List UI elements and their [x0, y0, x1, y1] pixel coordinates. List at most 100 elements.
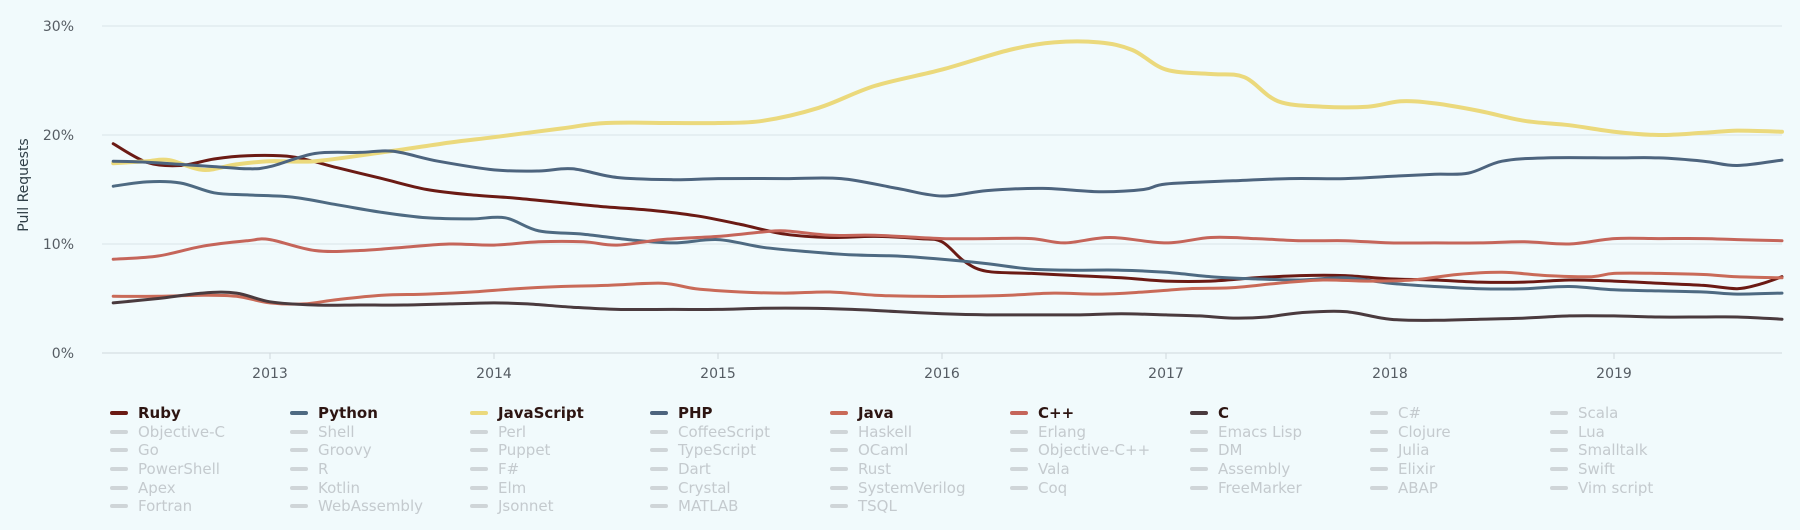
- x-tick-label: 2015: [700, 366, 736, 382]
- series-line-c-[interactable]: [111, 229, 1784, 261]
- legend-item-c[interactable]: C: [1190, 404, 1370, 423]
- x-tick-label: 2017: [1148, 366, 1184, 382]
- series-line-java[interactable]: [111, 270, 1784, 306]
- legend-label: Lua: [1578, 422, 1605, 441]
- legend-label: C#: [1398, 404, 1422, 423]
- legend-item-jsonnet[interactable]: Jsonnet: [470, 497, 650, 516]
- legend-item-assembly[interactable]: Assembly: [1190, 460, 1370, 479]
- series-line-ruby[interactable]: [111, 142, 1784, 291]
- legend-item-freemarker[interactable]: FreeMarker: [1190, 478, 1370, 497]
- legend-label: Scala: [1578, 404, 1619, 423]
- x-axis-ticks: 2013 2014 2015 2016 2017 2018 2019: [252, 353, 1632, 382]
- legend-label: SystemVerilog: [858, 478, 966, 497]
- legend-label: Kotlin: [318, 478, 360, 497]
- legend-swatch: [470, 411, 488, 416]
- legend-item-matlab[interactable]: MATLAB: [650, 497, 830, 516]
- legend-item-f-[interactable]: F#: [470, 460, 650, 479]
- legend-item-perl[interactable]: Perl: [470, 423, 650, 442]
- legend-item-vim-script[interactable]: Vim script: [1550, 478, 1730, 497]
- legend-item-erlang[interactable]: Erlang: [1010, 423, 1190, 442]
- legend-item-abap[interactable]: ABAP: [1370, 478, 1550, 497]
- legend-item-coffeescript[interactable]: CoffeeScript: [650, 423, 830, 442]
- legend-item-objective-c[interactable]: Objective-C: [110, 423, 290, 442]
- line-chart: 0% 10% 20% 30% 2013 2014 2015 2016 2017 2018 2019…: [16, 19, 1784, 382]
- legend-item-systemverilog[interactable]: SystemVerilog: [830, 478, 1010, 497]
- x-tick-label: 2019: [1596, 366, 1632, 382]
- legend-item-dart[interactable]: Dart: [650, 460, 830, 479]
- legend-item-python[interactable]: Python: [290, 404, 470, 423]
- legend-swatch: [830, 467, 848, 472]
- legend-swatch: [110, 411, 128, 416]
- legend-item-go[interactable]: Go: [110, 441, 290, 460]
- legend-swatch: [290, 485, 308, 490]
- legend-item-kotlin[interactable]: Kotlin: [290, 478, 470, 497]
- legend-swatch: [1190, 485, 1208, 490]
- series-line-python[interactable]: [111, 179, 1784, 296]
- legend-label: Java: [858, 404, 894, 423]
- legend-swatch: [1370, 429, 1388, 434]
- legend-swatch: [290, 504, 308, 509]
- legend-label: OCaml: [858, 441, 909, 460]
- legend-item-scala[interactable]: Scala: [1550, 404, 1730, 423]
- legend-swatch: [110, 467, 128, 472]
- legend-label: Vim script: [1578, 478, 1654, 497]
- legend-label: Perl: [498, 422, 527, 441]
- legend-item-dm[interactable]: DM: [1190, 441, 1370, 460]
- y-axis-ticks: 0% 10% 20% 30%: [43, 19, 74, 362]
- legend-label: Apex: [138, 478, 176, 497]
- legend-swatch: [110, 429, 128, 434]
- legend-item-ocaml[interactable]: OCaml: [830, 441, 1010, 460]
- legend-item-emacs-lisp[interactable]: Emacs Lisp: [1190, 423, 1370, 442]
- legend-item-java[interactable]: Java: [830, 404, 1010, 423]
- legend-label: FreeMarker: [1218, 478, 1302, 497]
- legend-item-haskell[interactable]: Haskell: [830, 423, 1010, 442]
- legend-item-apex[interactable]: Apex: [110, 478, 290, 497]
- legend-label: Fortran: [138, 497, 193, 516]
- legend-item-julia[interactable]: Julia: [1370, 441, 1550, 460]
- legend-label: PHP: [678, 404, 713, 423]
- series-line-c[interactable]: [111, 290, 1784, 322]
- legend-swatch: [1190, 467, 1208, 472]
- legend-item-swift[interactable]: Swift: [1550, 460, 1730, 479]
- legend-item-powershell[interactable]: PowerShell: [110, 460, 290, 479]
- legend-item-r[interactable]: R: [290, 460, 470, 479]
- legend-swatch: [290, 448, 308, 453]
- legend-item-fortran[interactable]: Fortran: [110, 497, 290, 516]
- legend-item-typescript[interactable]: TypeScript: [650, 441, 830, 460]
- legend-item-rust[interactable]: Rust: [830, 460, 1010, 479]
- legend-item-groovy[interactable]: Groovy: [290, 441, 470, 460]
- legend-item-elixir[interactable]: Elixir: [1370, 460, 1550, 479]
- legend-swatch: [650, 429, 668, 434]
- legend-swatch: [830, 448, 848, 453]
- legend-label: PowerShell: [138, 460, 220, 479]
- legend-item-php[interactable]: PHP: [650, 404, 830, 423]
- legend-item-elm[interactable]: Elm: [470, 478, 650, 497]
- legend-swatch: [1550, 485, 1568, 490]
- legend-item-smalltalk[interactable]: Smalltalk: [1550, 441, 1730, 460]
- legend-item-objective-c-[interactable]: Objective-C++: [1010, 441, 1190, 460]
- legend-item-webassembly[interactable]: WebAssembly: [290, 497, 470, 516]
- legend-swatch: [650, 485, 668, 490]
- legend-item-shell[interactable]: Shell: [290, 423, 470, 442]
- y-tick-label: 30%: [43, 19, 74, 35]
- legend-item-lua[interactable]: Lua: [1550, 423, 1730, 442]
- legend-item-vala[interactable]: Vala: [1010, 460, 1190, 479]
- legend-item-crystal[interactable]: Crystal: [650, 478, 830, 497]
- legend-item-javascript[interactable]: JavaScript: [470, 404, 650, 423]
- series-lines: [111, 39, 1784, 322]
- legend-swatch: [1190, 411, 1208, 416]
- legend-item-c-[interactable]: C#: [1370, 404, 1550, 423]
- legend-swatch: [470, 429, 488, 434]
- legend-label: Shell: [318, 422, 355, 441]
- x-tick-label: 2013: [252, 366, 288, 382]
- legend-item-puppet[interactable]: Puppet: [470, 441, 650, 460]
- series-line-javascript[interactable]: [111, 39, 1784, 172]
- legend-item-tsql[interactable]: TSQL: [830, 497, 1010, 516]
- x-tick-label: 2018: [1372, 366, 1408, 382]
- legend-swatch: [470, 467, 488, 472]
- legend-item-ruby[interactable]: Ruby: [110, 404, 290, 423]
- legend-item-coq[interactable]: Coq: [1010, 478, 1190, 497]
- series-line-php[interactable]: [111, 149, 1784, 198]
- legend-item-clojure[interactable]: Clojure: [1370, 423, 1550, 442]
- legend-item-c-[interactable]: C++: [1010, 404, 1190, 423]
